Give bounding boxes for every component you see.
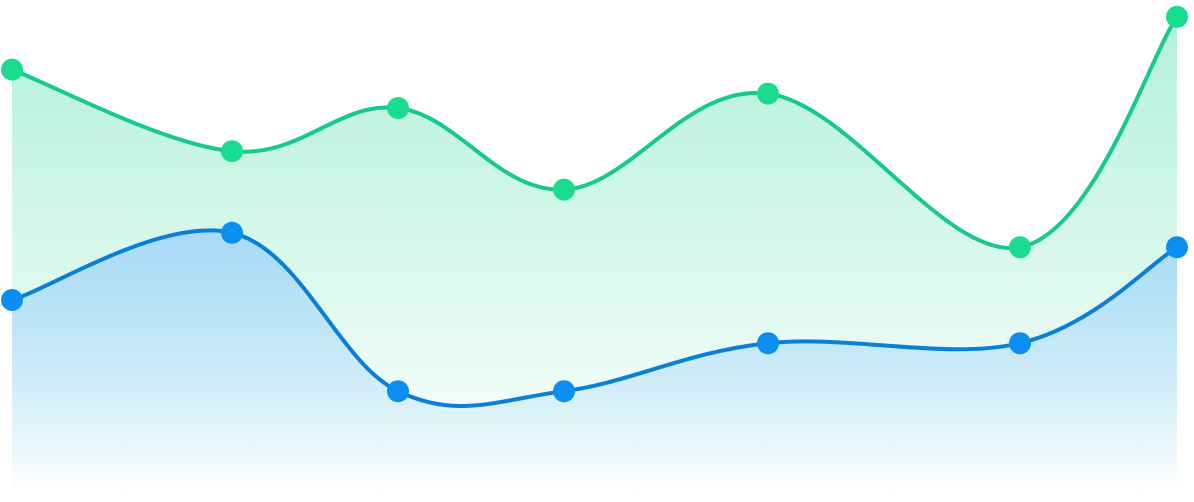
series-2-point-5 bbox=[757, 332, 779, 355]
series-1-point-6 bbox=[1009, 236, 1031, 259]
series-2-point-7 bbox=[1166, 236, 1188, 259]
series-2-point-2 bbox=[221, 221, 243, 244]
series-1-point-2 bbox=[221, 140, 243, 163]
series-2-area bbox=[12, 230, 1177, 492]
series-1-point-7 bbox=[1166, 5, 1188, 28]
series-2-point-4 bbox=[553, 380, 575, 403]
series-2-point-1 bbox=[1, 289, 23, 311]
series-points bbox=[1, 5, 1188, 403]
series-2-point-6 bbox=[1009, 332, 1031, 355]
series-1-point-1 bbox=[1, 58, 23, 81]
series-1-point-3 bbox=[387, 97, 409, 119]
area-fills bbox=[12, 16, 1177, 493]
series-1-point-4 bbox=[553, 178, 575, 201]
series-1-point-5 bbox=[757, 82, 779, 105]
series-2-point-3 bbox=[387, 380, 409, 403]
